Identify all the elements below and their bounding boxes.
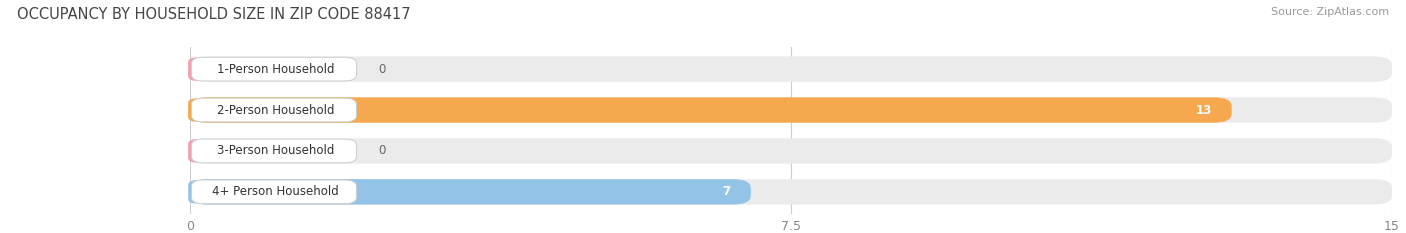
Text: Source: ZipAtlas.com: Source: ZipAtlas.com xyxy=(1271,7,1389,17)
FancyBboxPatch shape xyxy=(190,97,1232,123)
FancyBboxPatch shape xyxy=(190,97,1392,123)
Text: 13: 13 xyxy=(1195,103,1212,116)
FancyBboxPatch shape xyxy=(190,179,751,205)
FancyBboxPatch shape xyxy=(188,57,202,81)
Text: 3-Person Household: 3-Person Household xyxy=(217,144,335,158)
Text: 0: 0 xyxy=(378,63,385,75)
FancyBboxPatch shape xyxy=(190,138,1392,164)
FancyBboxPatch shape xyxy=(188,180,202,204)
FancyBboxPatch shape xyxy=(191,98,357,122)
Text: 1-Person Household: 1-Person Household xyxy=(217,63,335,75)
FancyBboxPatch shape xyxy=(191,139,357,163)
FancyBboxPatch shape xyxy=(188,139,202,163)
Text: 7: 7 xyxy=(723,185,731,198)
FancyBboxPatch shape xyxy=(191,57,357,81)
Text: OCCUPANCY BY HOUSEHOLD SIZE IN ZIP CODE 88417: OCCUPANCY BY HOUSEHOLD SIZE IN ZIP CODE … xyxy=(17,7,411,22)
Text: 2-Person Household: 2-Person Household xyxy=(217,103,335,116)
Text: 0: 0 xyxy=(378,144,385,158)
FancyBboxPatch shape xyxy=(191,180,357,204)
FancyBboxPatch shape xyxy=(190,179,1392,205)
FancyBboxPatch shape xyxy=(188,98,202,122)
FancyBboxPatch shape xyxy=(190,56,1392,82)
Text: 4+ Person Household: 4+ Person Household xyxy=(212,185,339,198)
